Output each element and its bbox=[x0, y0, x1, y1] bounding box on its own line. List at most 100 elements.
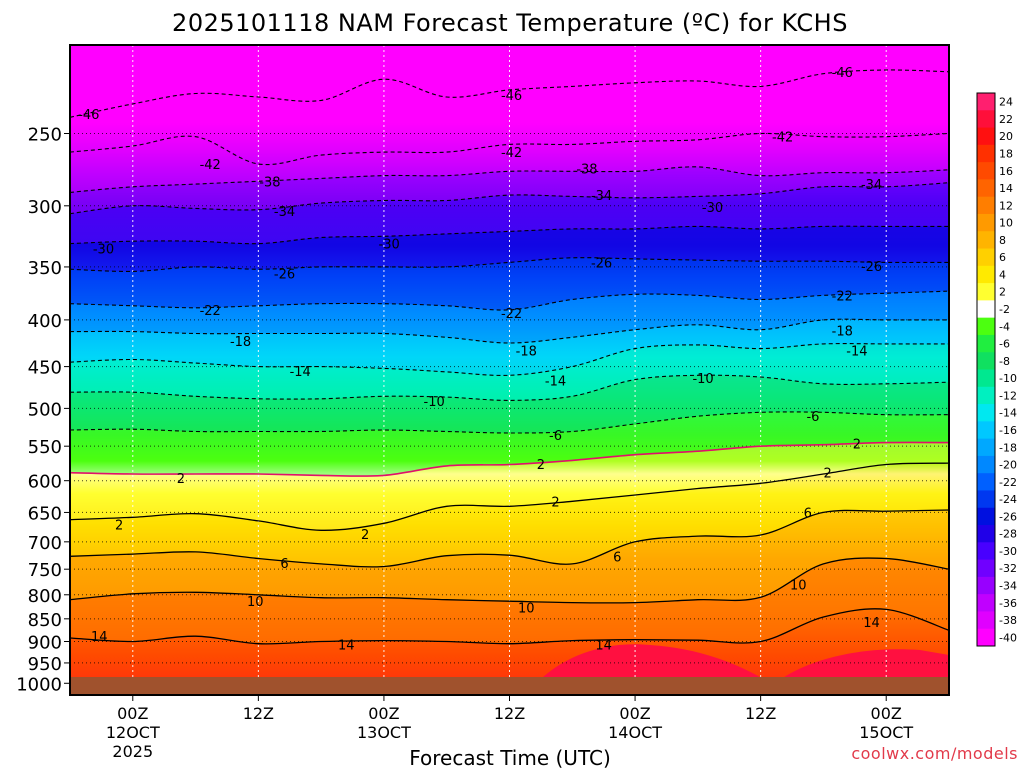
colorbar-swatch bbox=[977, 179, 995, 198]
colorbar-swatch bbox=[977, 144, 995, 163]
colorbar-swatch bbox=[977, 404, 995, 422]
contour-label: -26 bbox=[591, 256, 612, 271]
contour-label: 2 bbox=[115, 518, 123, 533]
colorbar-label: 12 bbox=[999, 199, 1013, 212]
band--26-to--22 bbox=[70, 257, 949, 311]
x-tick-label: 00Z bbox=[117, 704, 148, 723]
contour-label: 2 bbox=[853, 437, 861, 452]
contour-label: -18 bbox=[832, 325, 853, 340]
colorbar-swatch bbox=[977, 611, 995, 630]
colorbar-swatch bbox=[977, 490, 995, 509]
colorbar-swatch bbox=[977, 525, 995, 543]
colorbar-label: -40 bbox=[999, 631, 1017, 644]
warm-core-1 bbox=[540, 644, 765, 680]
colorbar-swatch bbox=[977, 576, 995, 595]
x-tick-label: 12Z bbox=[494, 704, 525, 723]
colorbar-label: -6 bbox=[999, 338, 1010, 351]
y-tick-label: 350 bbox=[28, 258, 62, 279]
contour-label: -30 bbox=[93, 242, 114, 257]
colorbar-swatch bbox=[977, 438, 995, 457]
contour-label: -46 bbox=[501, 89, 522, 104]
contour-line--46 bbox=[70, 69, 949, 118]
contour-label: -34 bbox=[591, 189, 612, 204]
colorbar-label: 4 bbox=[999, 268, 1006, 281]
plot-area: -46 -46 -46 -42 -42 -42 -38 -38 -34 -34 -34 -30 -30 -… bbox=[70, 45, 949, 695]
contour-label: -30 bbox=[702, 201, 723, 216]
x-axis-label: Forecast Time (UTC) bbox=[409, 746, 611, 768]
colorbar-label: -24 bbox=[999, 493, 1017, 506]
band--34-to--30 bbox=[70, 182, 949, 244]
colorbar-swatch bbox=[977, 352, 995, 370]
colorbar-label: 2 bbox=[999, 286, 1006, 299]
x-tick-label: 00Z bbox=[619, 704, 650, 723]
contour-line--6 bbox=[70, 411, 949, 434]
x-tick-label: 12Z bbox=[243, 704, 274, 723]
contour-label: 14 bbox=[91, 630, 108, 645]
colorbar-swatch bbox=[977, 231, 995, 250]
y-tick-label: 600 bbox=[28, 472, 62, 493]
contour-label: 6 bbox=[804, 506, 812, 521]
x-tick-label: 00Z bbox=[368, 704, 399, 723]
colorbar-swatch bbox=[977, 248, 995, 267]
colorbar-label: -12 bbox=[999, 389, 1017, 402]
colorbar-label: -20 bbox=[999, 459, 1017, 472]
contour-label: -42 bbox=[200, 158, 221, 173]
warm-core-areas bbox=[540, 644, 949, 680]
contour-label: -26 bbox=[274, 268, 295, 283]
warm-core-2 bbox=[780, 649, 949, 680]
contour-label: -22 bbox=[200, 304, 221, 319]
colorbar-label: -36 bbox=[999, 597, 1017, 610]
colorbar-swatch bbox=[977, 473, 995, 491]
colorbar-swatch bbox=[977, 594, 995, 612]
contour-label: 14 bbox=[595, 639, 612, 654]
contour-label: -34 bbox=[274, 205, 295, 220]
colorbar-swatch bbox=[977, 507, 995, 526]
contour-line-10 bbox=[70, 557, 949, 604]
band--22-to--18 bbox=[70, 291, 949, 343]
contour-line--22 bbox=[70, 290, 949, 311]
contour-label: 2 bbox=[361, 528, 369, 543]
y-axis: 2503003504004505005506006507007508008509… bbox=[16, 124, 70, 695]
colorbar-label: 16 bbox=[999, 165, 1013, 178]
chart-title: 2025101118 NAM Forecast Temperature (ºC)… bbox=[172, 9, 848, 37]
colorbar-swatch bbox=[977, 300, 995, 319]
colorbar-swatch bbox=[977, 334, 995, 353]
colorbar-swatch bbox=[977, 628, 995, 647]
contour-label: 10 bbox=[790, 579, 807, 594]
contour-label: 6 bbox=[613, 550, 621, 565]
watermark: coolwx.com/models bbox=[851, 744, 1018, 763]
contour-label: 14 bbox=[338, 639, 355, 654]
colorbar-label: -2 bbox=[999, 303, 1010, 316]
y-tick-label: 800 bbox=[28, 586, 62, 607]
contour-label: -22 bbox=[832, 289, 853, 304]
colorbar-swatch bbox=[977, 542, 995, 561]
colorbar-label: 8 bbox=[999, 234, 1006, 247]
colorbar-label: -22 bbox=[999, 476, 1017, 489]
band--14-to--10 bbox=[70, 343, 949, 401]
x-tick-label: 15OCT bbox=[859, 723, 913, 742]
contour-label: -30 bbox=[379, 238, 400, 253]
colorbar-label: -8 bbox=[999, 355, 1010, 368]
contour-label: -38 bbox=[576, 162, 597, 177]
colorbar-swatch bbox=[977, 283, 995, 301]
x-tick-label: 13OCT bbox=[357, 723, 411, 742]
contour-line--2 bbox=[70, 441, 949, 477]
contour-label: 2 bbox=[823, 467, 831, 482]
y-tick-label: 650 bbox=[28, 503, 62, 524]
contour-label: -42 bbox=[501, 146, 522, 161]
terrain-surface bbox=[70, 677, 949, 695]
contour-line--10 bbox=[70, 374, 949, 401]
y-tick-label: 450 bbox=[28, 358, 62, 379]
contour-line-2 bbox=[70, 462, 949, 531]
colorbar-swatch bbox=[977, 369, 995, 388]
contour-line--26 bbox=[70, 257, 949, 272]
contour-line--42 bbox=[70, 132, 949, 166]
contour-label: -18 bbox=[230, 335, 251, 350]
contour-line--34 bbox=[70, 182, 949, 215]
contour-label: -34 bbox=[861, 178, 882, 193]
contour-label: -6 bbox=[549, 429, 562, 444]
colorbar-label: -18 bbox=[999, 441, 1017, 454]
contour-line--18 bbox=[70, 318, 949, 344]
